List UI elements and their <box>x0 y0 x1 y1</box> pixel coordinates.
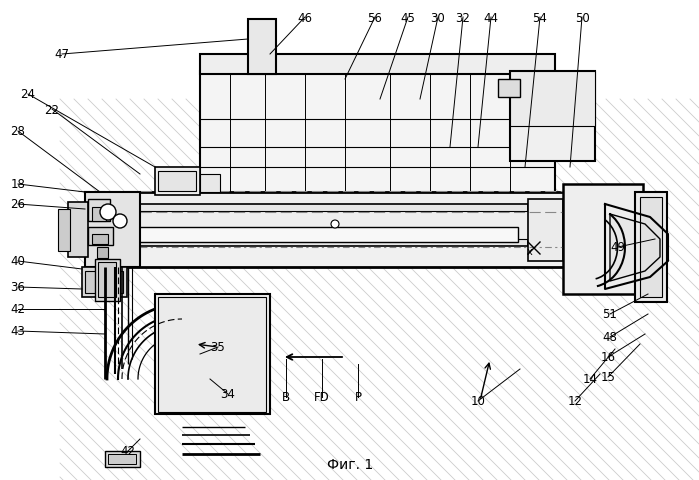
Text: 22: 22 <box>45 103 59 116</box>
Text: 36: 36 <box>10 281 25 294</box>
Bar <box>58 210 70 252</box>
Bar <box>88 200 110 222</box>
Text: 28: 28 <box>10 125 25 138</box>
Text: B: B <box>282 391 290 404</box>
Text: 30: 30 <box>431 12 445 24</box>
Bar <box>68 203 88 257</box>
Text: 50: 50 <box>575 12 589 24</box>
Bar <box>92 235 108 244</box>
Text: FD: FD <box>314 391 330 404</box>
Bar <box>528 200 563 262</box>
Bar <box>640 198 662 298</box>
Bar <box>563 207 578 253</box>
Bar <box>85 192 140 267</box>
Bar <box>635 192 667 302</box>
Bar <box>200 175 220 192</box>
Text: 35: 35 <box>210 341 225 354</box>
Text: P: P <box>354 391 361 404</box>
Bar <box>85 271 123 293</box>
Bar <box>98 263 116 298</box>
Text: 12: 12 <box>568 395 582 408</box>
Circle shape <box>100 204 116 220</box>
Text: 47: 47 <box>55 48 69 61</box>
Bar <box>510 72 595 162</box>
Text: 10: 10 <box>470 395 485 408</box>
Text: 49: 49 <box>610 241 626 254</box>
Text: 44: 44 <box>484 12 498 24</box>
Bar <box>108 454 136 464</box>
Bar <box>100 192 580 267</box>
Bar <box>563 185 643 294</box>
Text: 48: 48 <box>603 331 617 344</box>
Bar <box>88 228 113 245</box>
Text: x: x <box>527 247 533 256</box>
Text: 26: 26 <box>10 198 25 211</box>
Text: 43: 43 <box>10 325 25 338</box>
Polygon shape <box>605 204 668 289</box>
Bar <box>92 207 106 222</box>
Bar <box>498 80 520 98</box>
Bar <box>200 55 555 75</box>
Bar <box>82 267 127 298</box>
Text: 54: 54 <box>533 12 547 24</box>
Text: 14: 14 <box>582 373 598 386</box>
Bar <box>95 260 120 301</box>
Polygon shape <box>610 215 660 281</box>
Bar <box>108 228 518 242</box>
Text: 42: 42 <box>10 303 25 316</box>
Text: 34: 34 <box>221 388 236 401</box>
Text: 24: 24 <box>20 88 36 101</box>
Bar <box>200 72 555 202</box>
Text: 40: 40 <box>10 255 25 268</box>
Text: 16: 16 <box>600 351 616 364</box>
Bar <box>155 294 270 414</box>
Bar <box>248 20 276 75</box>
Text: 46: 46 <box>298 12 312 24</box>
Text: 45: 45 <box>401 12 415 24</box>
Text: 42: 42 <box>120 444 136 457</box>
Text: 51: 51 <box>603 308 617 321</box>
Text: 15: 15 <box>600 371 615 384</box>
Bar <box>155 168 200 195</box>
Bar <box>108 204 528 247</box>
Circle shape <box>331 220 339 228</box>
Text: 18: 18 <box>10 178 25 191</box>
Bar <box>158 172 196 192</box>
Bar <box>97 248 108 258</box>
Text: 56: 56 <box>368 12 382 24</box>
Bar <box>105 451 140 467</box>
Bar <box>158 298 266 412</box>
Circle shape <box>113 215 127 228</box>
Text: Фиг. 1: Фиг. 1 <box>327 457 373 471</box>
Bar <box>510 72 595 127</box>
Text: 32: 32 <box>456 12 470 24</box>
Bar <box>108 212 528 240</box>
